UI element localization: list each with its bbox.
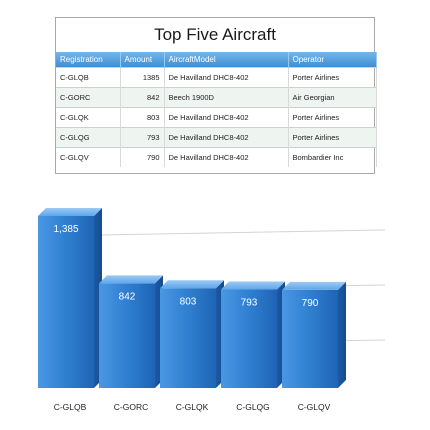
bar-top — [38, 208, 102, 216]
cell-amount: 790 — [120, 147, 165, 167]
top-aircraft-panel: Top Five Aircraft Registration Amount Ai… — [55, 17, 377, 174]
bar-c-glqv[interactable]: 790 — [282, 281, 346, 388]
cell-aircraft-model: De Havilland DHC8-402 — [164, 67, 289, 88]
chart-bars: 1,385 842 803 793 790 — [38, 208, 346, 388]
bar-c-glqg[interactable]: 793 — [221, 281, 285, 388]
cell-operator: Porter Airlines — [288, 107, 377, 128]
cell-registration: C-GORC — [56, 87, 121, 108]
cell-amount: 1385 — [120, 67, 165, 88]
category-label: C-GLQV — [298, 402, 331, 412]
bar-front — [99, 283, 155, 388]
category-label: C-GORC — [114, 402, 148, 412]
cell-aircraft-model: Beech 1900D — [164, 87, 289, 108]
column-header-operator[interactable]: Operator — [288, 52, 377, 68]
table-row[interactable]: C-GLQG 793 De Havilland DHC8-402 Porter … — [56, 127, 377, 148]
table-title: Top Five Aircraft — [154, 25, 276, 44]
cell-registration: C-GLQK — [56, 107, 121, 128]
bar-value-label: 790 — [302, 298, 319, 309]
bar-top — [99, 275, 163, 284]
bar-c-glqb[interactable]: 1,385 — [38, 208, 102, 388]
cell-operator: Porter Airlines — [288, 67, 377, 88]
table-row[interactable]: C-GLQB 1385 De Havilland DHC8-402 Porter… — [56, 67, 377, 88]
aircraft-table: Registration Amount AircraftModel Operat… — [56, 52, 377, 167]
bar-value-label: 793 — [241, 298, 258, 309]
bar-front — [38, 216, 94, 388]
bar-front — [160, 288, 216, 388]
bar-top — [282, 281, 346, 290]
cell-operator: Bombardier Inc — [288, 147, 377, 167]
column-header-registration[interactable]: Registration — [56, 52, 121, 68]
bar-value-label: 803 — [180, 296, 197, 307]
cell-aircraft-model: De Havilland DHC8-402 — [164, 147, 289, 167]
category-label: C-GLQK — [176, 402, 209, 412]
column-header-amount[interactable]: Amount — [120, 52, 165, 68]
cell-operator: Air Georgian — [288, 87, 377, 108]
table-row[interactable]: C-GLQK 803 De Havilland DHC8-402 Porter … — [56, 107, 377, 128]
cell-registration: C-GLQV — [56, 147, 121, 167]
cell-aircraft-model: De Havilland DHC8-402 — [164, 107, 289, 128]
cell-amount: 803 — [120, 107, 165, 128]
category-label: C-GLQG — [236, 402, 270, 412]
cell-amount: 793 — [120, 127, 165, 148]
cell-registration: C-GLQB — [56, 67, 121, 88]
bar-top — [160, 280, 224, 289]
bar-side — [338, 281, 346, 388]
bar-front — [282, 289, 338, 388]
cell-aircraft-model: De Havilland DHC8-402 — [164, 127, 289, 148]
bar-top — [221, 281, 285, 290]
cell-registration: C-GLQG — [56, 127, 121, 148]
bar-value-label: 1,385 — [53, 224, 78, 235]
cell-amount: 842 — [120, 87, 165, 108]
bar-value-label: 842 — [119, 291, 136, 302]
table-row[interactable]: C-GLQV 790 De Havilland DHC8-402 Bombard… — [56, 147, 377, 167]
bar-c-glqk[interactable]: 803 — [160, 280, 224, 388]
category-label: C-GLQB — [54, 402, 87, 412]
cell-operator: Porter Airlines — [288, 127, 377, 148]
table-header-row: Registration Amount AircraftModel Operat… — [56, 52, 377, 68]
chart-category-labels: C-GLQB C-GORC C-GLQK C-GLQG C-GLQV — [54, 402, 331, 412]
bar-c-gorc[interactable]: 842 — [99, 275, 163, 388]
column-header-aircraft-model[interactable]: AircraftModel — [164, 52, 289, 68]
bar-front — [221, 289, 277, 388]
table-row[interactable]: C-GORC 842 Beech 1900D Air Georgian — [56, 87, 377, 108]
